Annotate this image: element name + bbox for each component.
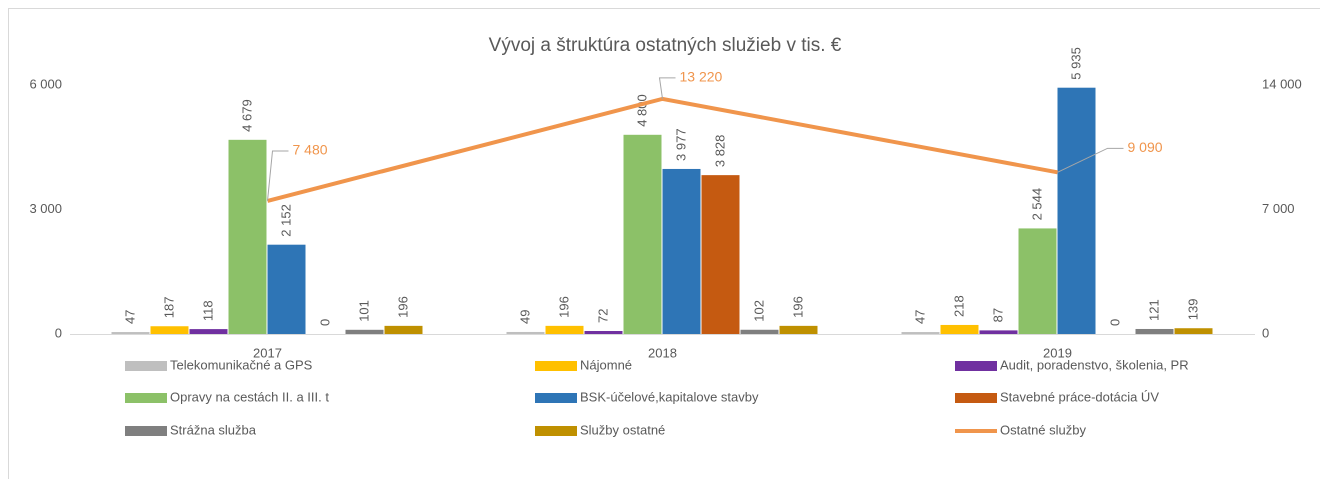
bar [940,324,979,334]
line [266,96,1058,203]
bar [267,244,306,334]
bar [384,325,423,334]
data-label: 218 [951,295,966,317]
data-label: 13 220 [680,69,723,85]
bar [111,332,150,334]
y2-tick-label: 14 000 [1262,76,1302,91]
data-label: 3 828 [712,135,727,168]
legend-swatch [535,361,577,371]
data-label: 4 679 [239,99,254,132]
legend-label: Nájomné [580,357,632,372]
legend-label: Stavebné práce-dotácia ÚV [1000,389,1159,404]
data-label: 4 800 [634,94,649,127]
bar [1174,328,1213,334]
bar [740,329,779,334]
data-label: 118 [200,300,215,321]
y2-tick-label: 0 [1262,325,1269,340]
data-label: 0 [1107,319,1122,326]
data-label: 2 544 [1029,188,1044,221]
legend-swatch [955,361,997,371]
y2-tick-label: 7 000 [1262,201,1295,216]
data-label: 49 [517,309,532,323]
bar [779,325,818,334]
bar [345,329,384,334]
data-label: 3 977 [673,128,688,161]
leader-line [1057,147,1124,173]
data-label: 87 [990,308,1005,322]
bar [189,329,228,334]
data-label: 101 [356,300,371,322]
bar [545,325,584,334]
data-label: 72 [595,309,610,323]
data-label: 187 [161,297,176,319]
data-label: 47 [122,310,137,324]
legend-swatch [535,426,577,436]
x-tick-label: 2019 [1043,345,1072,360]
data-label: 121 [1146,299,1161,321]
bar [901,332,940,334]
data-label: 47 [912,310,927,324]
data-label: 196 [395,296,410,318]
bar [701,175,740,334]
data-label: 102 [751,300,766,322]
data-label: 139 [1185,299,1200,321]
y-tick-label: 3 000 [29,201,62,216]
bar [979,330,1018,334]
legend-label: BSK-účelové,kapitalove stavby [580,389,759,404]
legend-label: Služby ostatné [580,422,665,437]
bar [228,139,267,334]
legend-swatch [125,361,167,371]
chart-title: Vývoj a štruktúra ostatných služieb v ti… [489,35,842,56]
y-tick-label: 6 000 [29,76,62,91]
data-label: 9 090 [1128,139,1163,155]
x-tick-label: 2017 [253,345,282,360]
legend-swatch [125,426,167,436]
leader-line [267,150,289,202]
bar [1057,87,1096,334]
bar [1135,328,1174,334]
legend-swatch [125,393,167,403]
data-label: 196 [790,296,805,318]
data-label: 196 [556,296,571,318]
bar [623,134,662,334]
data-label: 7 480 [293,142,328,158]
bar [150,326,189,334]
bar [506,331,545,334]
legend-swatch [955,393,997,403]
data-label: 2 152 [278,204,293,237]
y-tick-label: 0 [55,325,62,340]
bar [662,168,701,334]
legend-label: Audit, poradenstvo, školenia, PR [1000,357,1189,372]
legend-swatch [535,393,577,403]
leader-line [658,77,676,99]
bar [584,331,623,334]
data-label: 5 935 [1068,47,1083,80]
legend-label: Telekomunikačné a GPS [170,357,313,372]
x-tick-label: 2018 [648,345,677,360]
legend-label: Strážna služba [170,422,257,437]
data-label: 0 [317,319,332,326]
legend-label: Ostatné služby [1000,422,1086,437]
legend-label: Opravy na cestách II. a III. t [170,389,329,404]
bar [1018,228,1057,334]
